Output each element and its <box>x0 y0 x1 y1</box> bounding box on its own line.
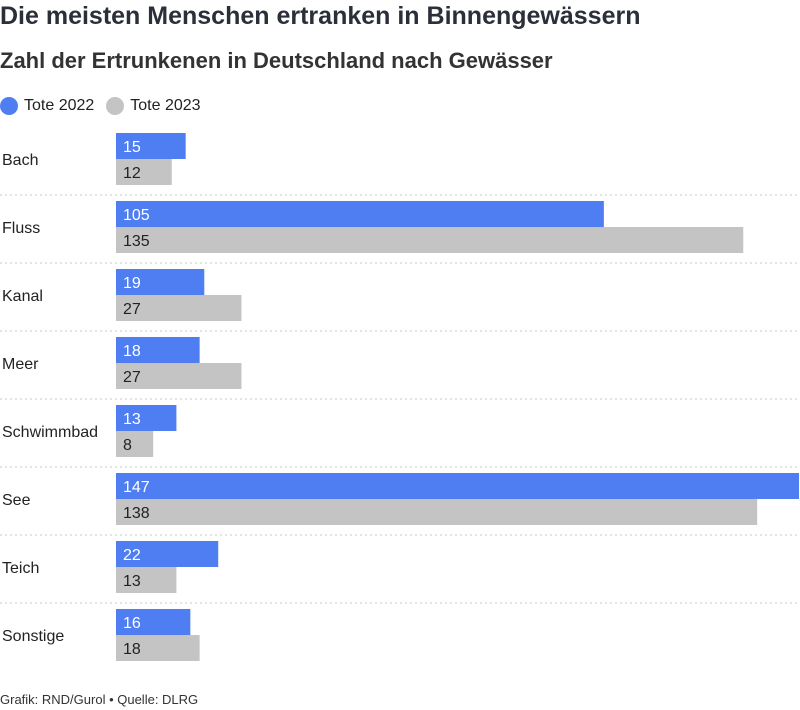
chart-legend: Tote 2022 Tote 2023 <box>0 95 213 117</box>
bar-see-tote-2022 <box>116 473 799 499</box>
bar-meer-tote-2022 <box>116 337 200 363</box>
bar-chart: Bach 15 12 Fluss 105 135 Kanal 19 27 Meer 18 27 Schw… <box>0 133 800 661</box>
data-label-meer-tote-2022: 18 <box>123 343 141 360</box>
legend-swatch-2022 <box>0 97 18 115</box>
data-label-see-tote-2023: 138 <box>123 505 150 522</box>
legend-item-2022: Tote 2022 <box>0 97 94 115</box>
category-label-schwimmbad: Schwimmbad <box>2 424 98 441</box>
legend-item-2023: Tote 2023 <box>106 97 201 115</box>
data-label-meer-tote-2023: 27 <box>123 369 141 386</box>
bar-fluss-tote-2023 <box>116 227 744 253</box>
data-label-sonstige-tote-2022: 16 <box>123 615 141 632</box>
category-label-teich: Teich <box>2 560 39 577</box>
chart-subtitle: Zahl der Ertrunkenen in Deutschland nach… <box>0 48 553 73</box>
bar-sonstige-tote-2023 <box>116 635 200 661</box>
category-label-bach: Bach <box>2 152 38 169</box>
data-label-fluss-tote-2023: 135 <box>123 233 150 250</box>
bar-see-tote-2023 <box>116 499 758 525</box>
source-credit: Grafik: RND/Gurol • Quelle: DLRG <box>0 692 199 707</box>
data-label-fluss-tote-2022: 105 <box>123 207 150 224</box>
bar-bach-tote-2023 <box>116 159 172 185</box>
data-label-teich-tote-2022: 22 <box>123 547 141 564</box>
bar-schwimmbad-tote-2023 <box>116 431 154 457</box>
bar-schwimmbad-tote-2022 <box>116 405 177 431</box>
category-label-sonstige: Sonstige <box>2 628 64 645</box>
data-label-schwimmbad-tote-2023: 8 <box>123 437 132 454</box>
data-label-sonstige-tote-2023: 18 <box>123 641 141 658</box>
bar-kanal-tote-2023 <box>116 295 242 321</box>
legend-swatch-2023 <box>106 97 125 115</box>
bar-meer-tote-2023 <box>116 363 242 389</box>
data-label-see-tote-2022: 147 <box>123 479 150 496</box>
bar-teich-tote-2022 <box>116 541 219 567</box>
data-label-kanal-tote-2023: 27 <box>123 301 141 318</box>
data-label-schwimmbad-tote-2022: 13 <box>123 411 141 428</box>
category-label-meer: Meer <box>2 356 39 373</box>
bar-teich-tote-2023 <box>116 567 177 593</box>
legend-label-2023: Tote 2023 <box>130 97 201 114</box>
category-label-fluss: Fluss <box>2 220 40 237</box>
bar-sonstige-tote-2022 <box>116 609 191 635</box>
bar-bach-tote-2022 <box>116 133 186 159</box>
data-label-teich-tote-2023: 13 <box>123 573 141 590</box>
category-label-kanal: Kanal <box>2 288 43 305</box>
bar-kanal-tote-2022 <box>116 269 205 295</box>
data-label-bach-tote-2022: 15 <box>123 139 141 156</box>
legend-label-2022: Tote 2022 <box>24 97 95 114</box>
chart-title: Die meisten Menschen ertranken in Binnen… <box>0 2 641 30</box>
bar-fluss-tote-2022 <box>116 201 604 227</box>
data-label-bach-tote-2023: 12 <box>123 165 141 182</box>
data-label-kanal-tote-2022: 19 <box>123 275 141 292</box>
category-label-see: See <box>2 492 31 509</box>
